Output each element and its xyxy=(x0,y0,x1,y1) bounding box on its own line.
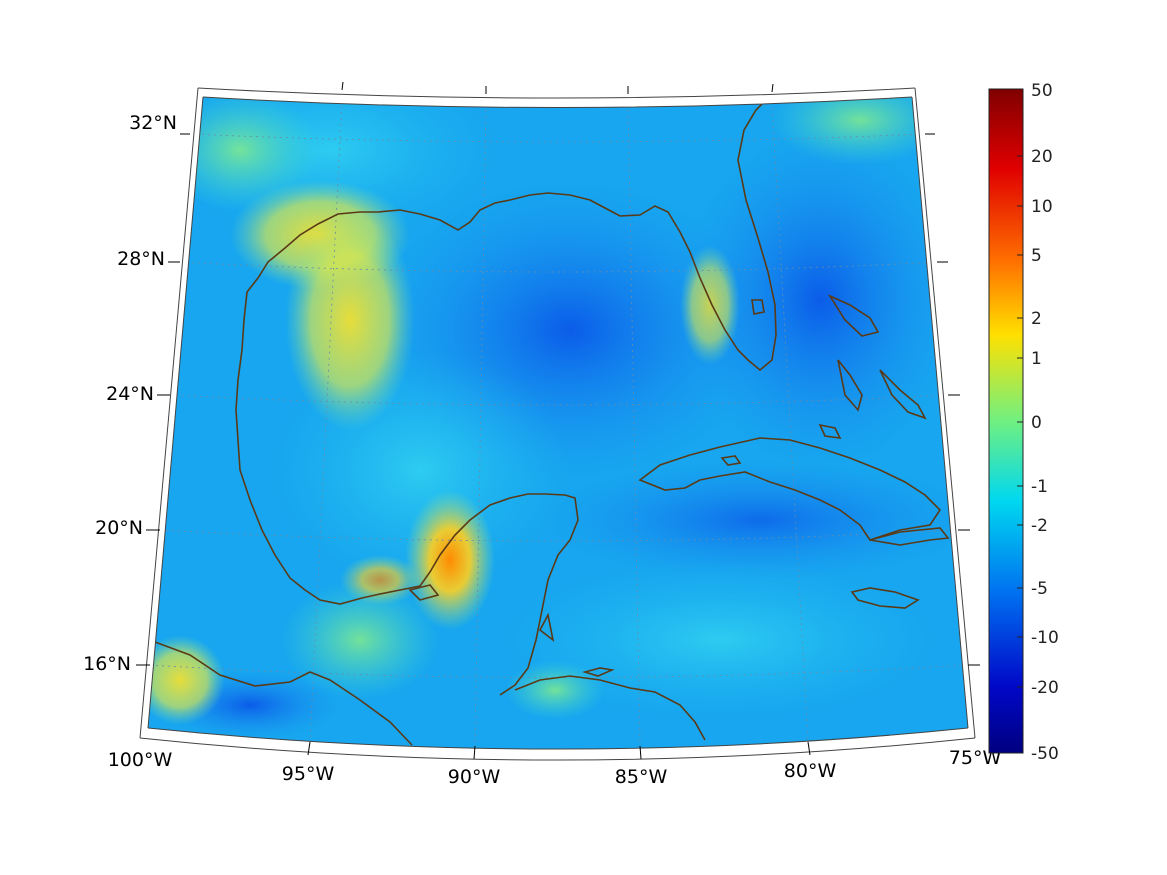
lat-label-24n: 24°N xyxy=(106,383,154,405)
lon-label-75w: 75°W xyxy=(949,747,1002,769)
colorbar-tick-neg50: -50 xyxy=(1031,744,1059,764)
colorbar-tick-1: 1 xyxy=(1031,349,1042,369)
colorbar-tick-50: 50 xyxy=(1031,81,1053,101)
colorbar-tick-10: 10 xyxy=(1031,197,1053,217)
lat-label-32n: 32°N xyxy=(129,112,177,134)
colorbar-tick-0: 0 xyxy=(1031,413,1042,433)
lat-ticks xyxy=(136,133,980,666)
coastlines xyxy=(154,97,950,746)
lat-label-16n: 16°N xyxy=(83,653,131,675)
colorbar-tick-5: 5 xyxy=(1031,246,1042,266)
lon-label-100w: 100°W xyxy=(108,749,173,771)
map-frame xyxy=(139,87,976,761)
colorbar-ramp xyxy=(988,88,1024,754)
lon-ticks xyxy=(307,81,811,760)
lat-label-20n: 20°N xyxy=(95,517,143,539)
colorbar-tick-neg10: -10 xyxy=(1031,628,1059,648)
colorbar: 50 20 10 5 2 1 0 -1 -2 -5 -10 -20 -50 xyxy=(988,81,1059,764)
colorbar-tick-neg1: -1 xyxy=(1031,477,1048,497)
colorbar-tick-2: 2 xyxy=(1031,309,1042,329)
lon-label-90w: 90°W xyxy=(448,766,501,788)
lon-label-80w: 80°W xyxy=(784,760,837,782)
colorbar-tick-neg2: -2 xyxy=(1031,516,1048,536)
colorbar-tick-20: 20 xyxy=(1031,147,1053,167)
colorbar-tick-neg5: -5 xyxy=(1031,579,1048,599)
lat-label-28n: 28°N xyxy=(117,248,165,270)
colorbar-tick-neg20: -20 xyxy=(1031,678,1059,698)
graticule xyxy=(149,99,968,747)
lon-label-95w: 95°W xyxy=(282,763,335,785)
lon-label-85w: 85°W xyxy=(615,766,668,788)
